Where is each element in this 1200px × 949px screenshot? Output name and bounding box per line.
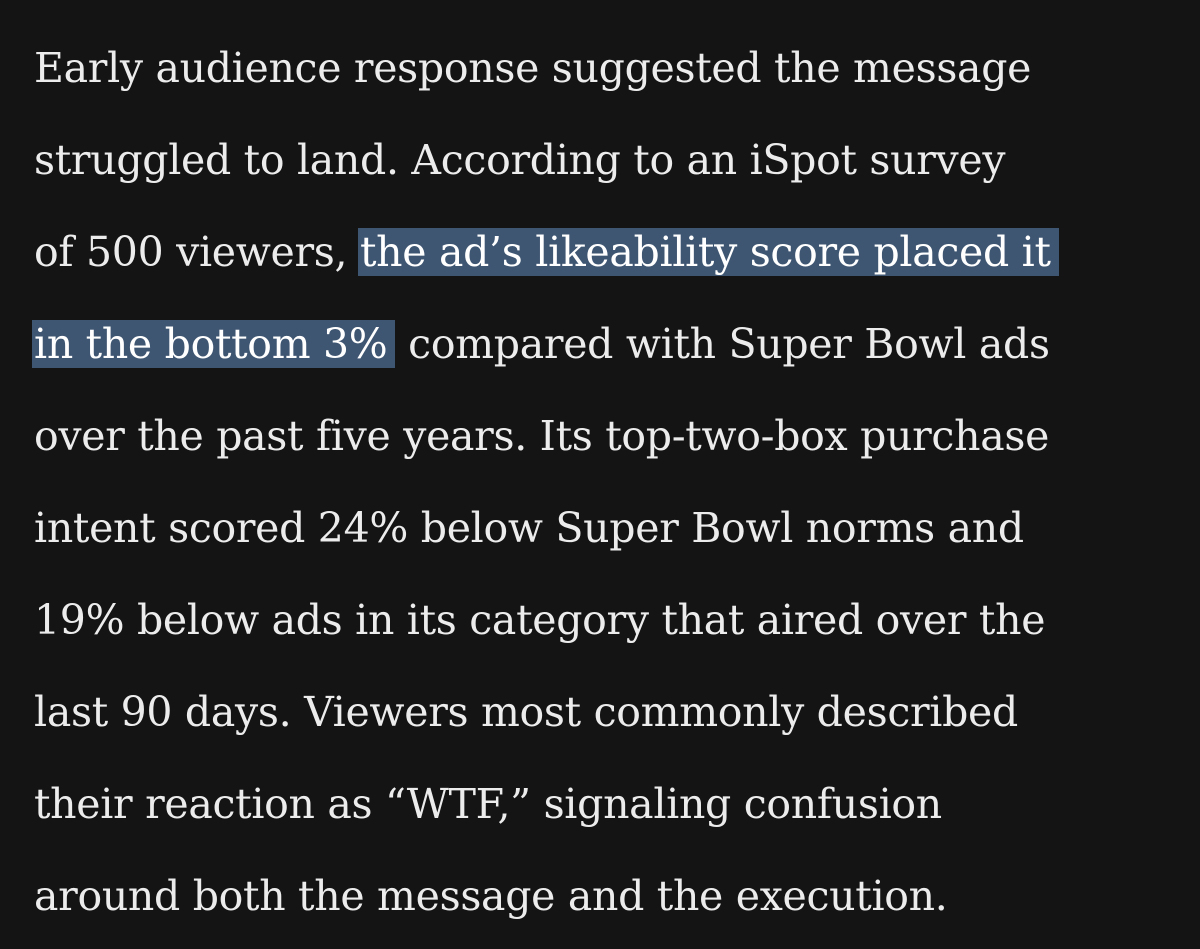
plain-text: compared with Super Bowl ads [395,320,1050,368]
highlighted-text[interactable]: the ad’s likeability score placed it [357,228,1059,276]
highlighted-text[interactable]: in the bottom 3% [32,320,396,368]
paragraph-line: around both the message and the executio… [34,872,948,920]
paragraph-line: of 500 viewers, the ad’s likeability sco… [34,206,1184,298]
paragraph-line: struggled to land. According to an iSpot… [34,136,1006,184]
paragraph-line: over the past five years. Its top-two-bo… [34,412,1050,460]
paragraph-line: Early audience response suggested the me… [34,44,1032,92]
paragraph-line: in the bottom 3% compared with Super Bow… [32,298,1184,390]
paragraph-line: intent scored 24% below Super Bowl norms… [34,504,1024,552]
plain-text: of 500 viewers, [34,228,360,276]
article-paragraph: Early audience response suggested the me… [32,22,1184,942]
paragraph-line: 19% below ads in its category that aired… [34,596,1046,644]
paragraph-line: their reaction as “WTF,” signaling confu… [34,780,942,828]
paragraph-line: last 90 days. Viewers most commonly desc… [34,688,1018,736]
